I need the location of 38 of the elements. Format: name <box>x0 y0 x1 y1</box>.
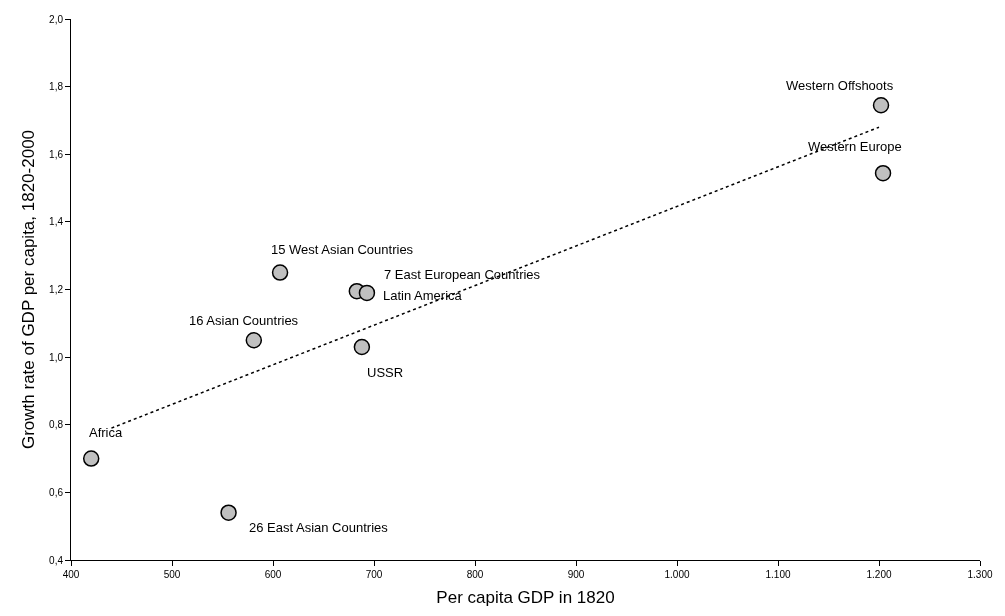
x-tick-label: 1.000 <box>664 569 690 580</box>
annotation: Latin America <box>383 288 463 303</box>
point <box>353 338 371 356</box>
x-tick-label: 1.100 <box>765 569 791 580</box>
point <box>271 264 289 281</box>
annotation: 7 East European Countries <box>384 267 541 282</box>
annotation: Western Europe <box>808 139 902 154</box>
y-axis-title: Growth rate of GDP per capita, 1820-2000 <box>18 129 38 450</box>
y-tick-label: 0,4 <box>49 554 64 566</box>
x-tick-label: 600 <box>264 569 282 580</box>
annotation: USSR <box>367 365 404 380</box>
x-axis-title: Per capita GDP in 1820 <box>436 588 615 608</box>
annotation: Western Offshoots <box>786 78 894 93</box>
x-tick-label: 500 <box>163 569 181 580</box>
y-tick-label: 1,0 <box>49 351 64 363</box>
y-tick-label: 0,8 <box>49 419 64 431</box>
x-tick-label: 700 <box>365 569 383 580</box>
x-tick-label: 800 <box>466 569 484 580</box>
y-tick-label: 1,6 <box>49 148 64 160</box>
annotation: 15 West Asian Countries <box>271 242 414 257</box>
annotation: 16 Asian Countries <box>189 313 299 328</box>
y-tick-label: 1,8 <box>49 81 64 93</box>
x-tick-label: 400 <box>62 569 80 580</box>
y-tick-label: 1,4 <box>49 216 64 228</box>
point <box>874 164 892 182</box>
point <box>82 450 100 467</box>
point <box>245 331 263 349</box>
annotation: Africa <box>89 425 123 440</box>
point <box>872 96 890 114</box>
annotation: 26 East Asian Countries <box>249 520 389 535</box>
x-tick-label: 1.300 <box>967 569 993 580</box>
x-tick-label: 900 <box>567 569 585 580</box>
y-tick-label: 2,0 <box>49 13 64 25</box>
point <box>358 284 376 302</box>
x-tick-label: 1.200 <box>866 569 892 580</box>
y-tick-label: 1,2 <box>49 284 64 295</box>
point <box>220 504 237 521</box>
y-tick-label: 0,6 <box>49 486 64 498</box>
